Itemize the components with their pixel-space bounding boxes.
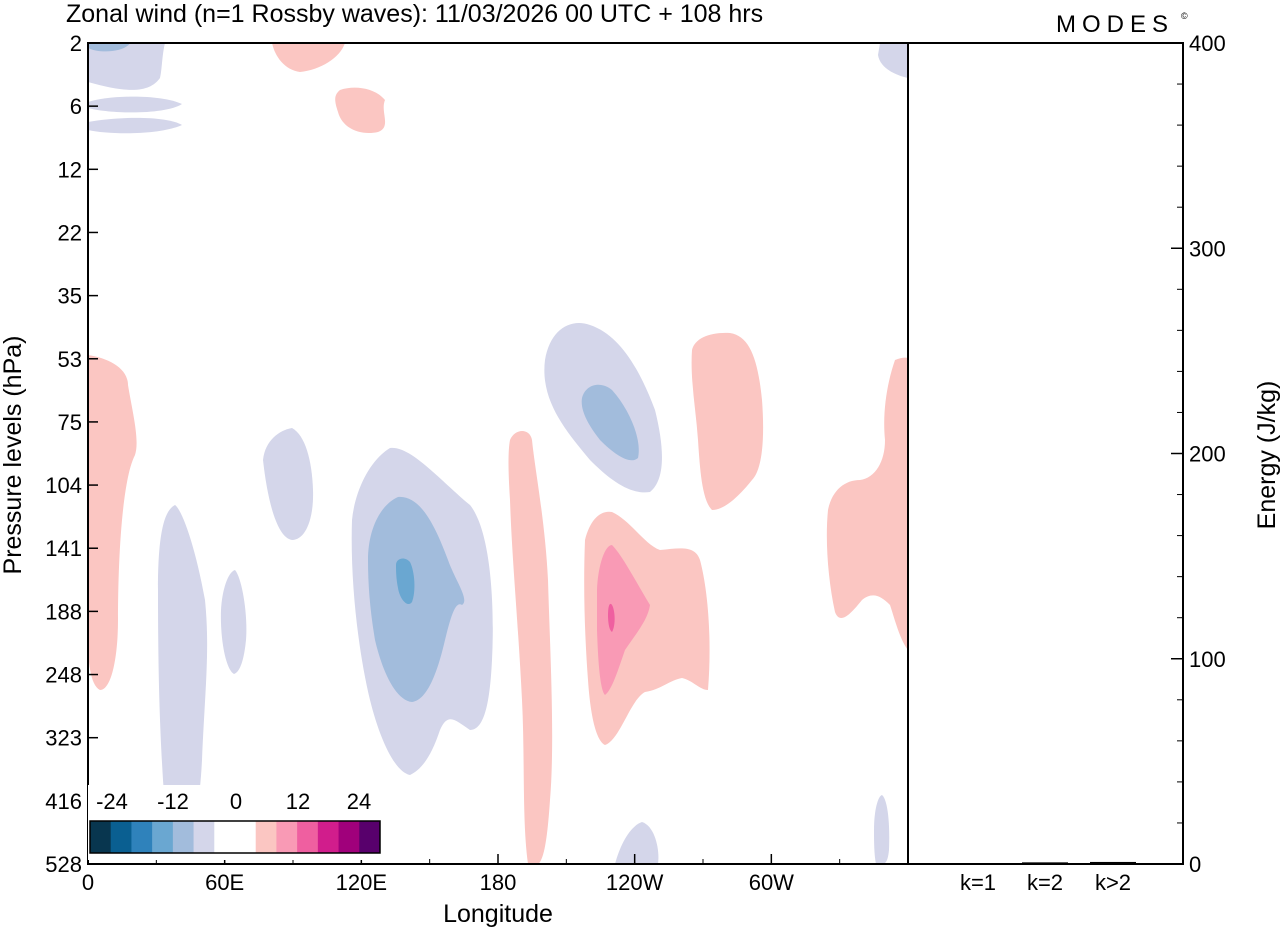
y-tick-label: 528 xyxy=(45,852,82,877)
y-tick-label: 2 xyxy=(70,31,82,56)
heatmap-panel: 2 6 12 22 35 53 75 104 141 188 248 323 416 528 0 60E 12… xyxy=(0,31,909,928)
contour-neg-2 xyxy=(88,43,130,52)
colorbar-label: -12 xyxy=(157,789,189,814)
contour-neg-3 xyxy=(396,558,415,605)
colorbar-label: 0 xyxy=(230,789,242,814)
y-tick-label: 248 xyxy=(45,663,82,688)
contour-neg-1 xyxy=(263,428,314,540)
contour-neg-1 xyxy=(88,96,182,113)
colorbar-swatch xyxy=(359,821,381,853)
colorbar-swatch xyxy=(255,821,277,853)
contour-neg-1 xyxy=(874,795,890,864)
energy-panel: 0 100 200 300 400 k=1 k=2 k>2 Energy (J/kg) xyxy=(907,31,1280,895)
colorbar-swatch xyxy=(317,821,340,853)
energy-y-tick-label: 200 xyxy=(1189,442,1226,467)
contour-pos-2 xyxy=(597,545,650,695)
heatmap-background xyxy=(88,43,908,864)
colorbar-swatch xyxy=(110,821,132,853)
colorbar-swatch xyxy=(152,821,174,853)
contour-neg-2 xyxy=(368,496,465,702)
energy-category-label: k=1 xyxy=(960,870,996,895)
energy-category-label: k>2 xyxy=(1095,870,1131,895)
x-tick-label: 120E xyxy=(336,870,387,895)
colorbar-swatch xyxy=(276,821,298,853)
contour-neg-1 xyxy=(878,43,908,78)
contour-pos-1 xyxy=(826,357,908,650)
y-axis: 2 6 12 22 35 53 75 104 141 188 248 323 416 528 xyxy=(45,31,98,877)
y-tick-label: 53 xyxy=(58,347,82,372)
colorbar-swatch xyxy=(297,821,319,853)
x-tick-label: 60W xyxy=(749,870,794,895)
contour-neg-1 xyxy=(158,505,208,840)
colorbar-swatch xyxy=(193,821,215,853)
y-tick-label: 323 xyxy=(45,726,82,751)
energy-x-axis: k=1 k=2 k>2 xyxy=(960,870,1131,895)
y-tick-label: 6 xyxy=(70,94,82,119)
colorbar-labels: -24 -12 0 12 24 xyxy=(96,789,371,814)
energy-y-axis: 0 100 200 300 400 xyxy=(1171,31,1226,877)
x-tick-label: 0 xyxy=(82,870,94,895)
colorbar-swatch xyxy=(90,821,112,853)
x-tick-label: 120W xyxy=(606,870,664,895)
y-tick-label: 416 xyxy=(45,789,82,814)
modes-logo-mark: © xyxy=(1181,11,1188,21)
colorbar-swatch xyxy=(235,821,257,853)
colorbar-swatches xyxy=(89,820,381,854)
energy-y-tick-label: 400 xyxy=(1189,31,1226,56)
y-tick-label: 22 xyxy=(58,220,82,245)
contour-neg-1 xyxy=(88,117,182,134)
y-tick-label: 75 xyxy=(58,410,82,435)
energy-y-axis-label: Energy (J/kg) xyxy=(1253,381,1280,530)
y-tick-label: 141 xyxy=(45,536,82,561)
colorbar: -24 -12 0 12 24 xyxy=(88,785,382,860)
x-tick-label: 60E xyxy=(205,870,244,895)
contour-fills xyxy=(88,43,908,864)
energy-y-tick-label: 300 xyxy=(1189,236,1226,261)
energy-y-tick-label: 0 xyxy=(1189,852,1201,877)
colorbar-swatch xyxy=(172,821,195,853)
energy-y-tick-label: 100 xyxy=(1189,647,1226,672)
colorbar-label: -24 xyxy=(96,789,128,814)
energy-frame xyxy=(907,42,1184,865)
y-axis-label: Pressure levels (hPa) xyxy=(0,336,27,575)
contour-pos-1 xyxy=(691,332,764,510)
energy-category-label: k=2 xyxy=(1027,870,1063,895)
contour-neg-2 xyxy=(581,384,639,461)
colorbar-label: 12 xyxy=(286,789,310,814)
energy-bar xyxy=(1022,862,1068,864)
contour-pos-1 xyxy=(272,43,345,72)
contour-neg-1 xyxy=(220,570,247,674)
colorbar-swatch xyxy=(131,821,153,853)
contour-pos-1 xyxy=(335,87,386,134)
x-axis-label: Longitude xyxy=(443,900,553,928)
modes-logo-text: MODES xyxy=(1056,11,1174,38)
energy-bar xyxy=(1090,861,1136,864)
y-tick-label: 188 xyxy=(45,599,82,624)
x-axis: 0 60E 120E 180 120W 60W xyxy=(82,854,841,895)
colorbar-label: 24 xyxy=(347,789,371,814)
contour-neg-1 xyxy=(615,822,659,864)
colorbar-outline xyxy=(89,820,381,854)
colorbar-swatch xyxy=(214,821,236,853)
contour-pos-1 xyxy=(508,431,553,864)
y-tick-label: 12 xyxy=(58,157,82,182)
chart-title: Zonal wind (n=1 Rossby waves): 11/03/202… xyxy=(66,0,763,28)
y-tick-label: 35 xyxy=(58,284,82,309)
energy-bars xyxy=(955,861,1136,865)
colorbar-swatch xyxy=(338,821,360,853)
contour-neg-1 xyxy=(88,43,165,90)
contour-pos-1 xyxy=(88,355,137,690)
energy-bar xyxy=(955,863,1001,865)
contour-pos-3 xyxy=(608,603,615,632)
x-tick-label: 180 xyxy=(480,870,517,895)
modes-logo: MODES © xyxy=(1056,11,1188,38)
y-tick-label: 104 xyxy=(45,473,82,498)
